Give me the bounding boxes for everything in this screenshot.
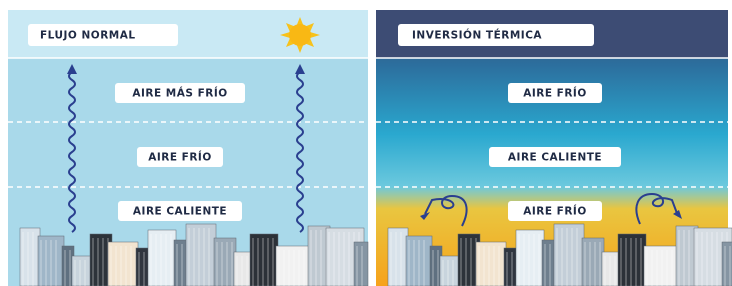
layer-label: AIRE FRÍO (523, 205, 587, 218)
building (186, 224, 216, 286)
building (644, 246, 678, 286)
layer-label: AIRE CALIENTE (508, 152, 602, 164)
layer-label: AIRE CALIENTE (133, 206, 227, 218)
building (250, 234, 278, 286)
panel-title: INVERSIÓN TÉRMICA (412, 29, 542, 42)
building (148, 230, 176, 286)
layer-label: AIRE MÁS FRÍO (132, 87, 227, 100)
building (354, 242, 368, 286)
layer-label: AIRE FRÍO (148, 151, 212, 164)
diagram: FLUJO NORMAL AIRE MÁS FRÍO AIRE FRÍO AIR… (0, 0, 732, 286)
building (618, 234, 646, 286)
building (476, 242, 506, 286)
building (276, 246, 310, 286)
layer-label: AIRE FRÍO (523, 87, 587, 100)
building (554, 224, 584, 286)
panel-title: FLUJO NORMAL (40, 30, 136, 42)
building (516, 230, 544, 286)
building (108, 242, 138, 286)
